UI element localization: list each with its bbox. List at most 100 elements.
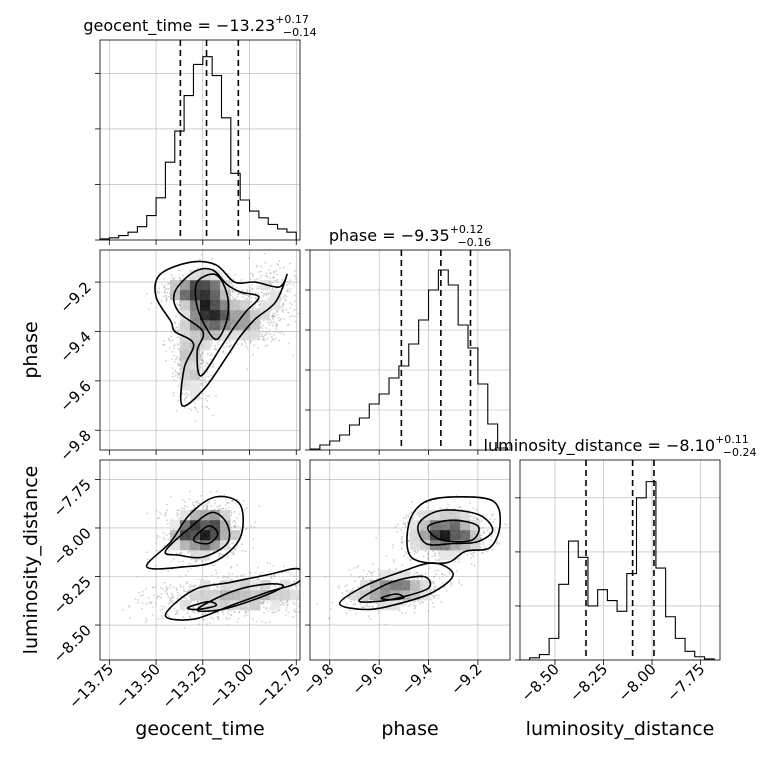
sample-point: [282, 308, 285, 311]
sample-point: [276, 324, 278, 326]
sample-point: [301, 578, 303, 580]
sample-point: [174, 369, 176, 372]
sample-point: [258, 271, 260, 273]
sample-point: [189, 615, 191, 618]
sample-point: [258, 300, 261, 303]
sample-point: [282, 303, 285, 306]
density-cell: [220, 280, 231, 291]
density-cell: [180, 320, 191, 331]
density-cell: [250, 330, 261, 341]
density-cell: [180, 350, 191, 361]
sample-point: [155, 509, 158, 512]
sample-point: [172, 586, 175, 589]
sample-point: [233, 525, 236, 528]
sample-point: [226, 618, 229, 621]
sample-point: [155, 596, 158, 599]
sample-point: [249, 342, 252, 344]
sample-point: [269, 264, 272, 267]
sample-point: [329, 593, 331, 595]
sample-point: [164, 513, 167, 516]
sample-point: [187, 394, 190, 396]
density-cell: [210, 510, 221, 521]
density-cell: [180, 540, 191, 551]
density-cell: [240, 580, 251, 591]
density-cell: [210, 520, 221, 531]
sample-point: [217, 617, 220, 620]
sample-point: [240, 292, 243, 295]
sample-point: [231, 572, 234, 575]
sample-point: [289, 315, 291, 318]
sample-point: [212, 564, 214, 567]
sample-point: [171, 351, 174, 353]
sample-point: [141, 590, 144, 593]
sample-point: [217, 508, 220, 511]
histogram-luminosity_distance: [520, 460, 715, 660]
sample-point: [211, 365, 214, 368]
sample-point: [180, 552, 182, 555]
sample-point: [246, 368, 249, 371]
sample-point: [183, 627, 186, 629]
density-cell: [170, 280, 181, 291]
sample-point: [177, 335, 180, 338]
sample-point: [229, 509, 232, 512]
sample-point: [200, 382, 203, 385]
sample-point: [184, 504, 186, 507]
sample-point: [218, 581, 221, 584]
sample-point: [206, 502, 209, 505]
density-cell: [240, 300, 251, 311]
sample-point: [328, 587, 330, 589]
sample-point: [177, 348, 180, 351]
sample-point: [282, 601, 285, 604]
sample-point: [232, 284, 235, 287]
sample-point: [231, 296, 234, 299]
sample-point: [234, 298, 237, 300]
title-text: luminosity_distance = −8.10: [484, 436, 715, 456]
sample-point: [154, 585, 157, 588]
sample-point: [401, 547, 403, 550]
sample-point: [182, 585, 185, 588]
sample-point: [165, 298, 168, 301]
sample-point: [278, 260, 281, 262]
histogram-step-phase: [310, 269, 509, 450]
sample-point: [245, 288, 248, 291]
sample-point: [283, 318, 285, 321]
contour-level-1: [186, 600, 218, 611]
density-cell: [270, 300, 281, 311]
sample-point: [166, 291, 169, 294]
sample-point: [171, 339, 174, 342]
sample-point: [194, 561, 197, 563]
sample-point: [323, 585, 325, 587]
sample-point: [268, 328, 271, 331]
sample-point: [199, 494, 202, 497]
sample-point: [230, 614, 233, 617]
sample-point: [325, 592, 327, 594]
sample-point: [282, 303, 285, 306]
sample-point: [216, 615, 219, 618]
sample-point: [197, 578, 200, 581]
sample-point: [178, 277, 181, 280]
sample-point: [178, 364, 180, 367]
sample-point: [230, 344, 233, 346]
sample-point: [225, 498, 227, 501]
sample-point: [159, 586, 162, 589]
sample-point: [288, 323, 290, 326]
sample-point: [182, 499, 184, 502]
density-cell: [190, 590, 201, 601]
sample-point: [324, 600, 326, 602]
sample-point: [173, 360, 176, 363]
sample-point: [273, 575, 275, 578]
sample-point: [180, 585, 182, 588]
density-cell: [190, 300, 201, 311]
sample-point: [175, 409, 178, 412]
sample-point: [272, 611, 275, 614]
sample-point: [261, 330, 264, 333]
sample-point: [189, 490, 191, 493]
sample-point: [311, 322, 313, 324]
contour-level-2: [196, 583, 284, 613]
density-cell: [220, 510, 231, 521]
sample-point: [160, 596, 163, 599]
x-tick-label: −13.50: [112, 660, 164, 712]
sample-point: [185, 505, 188, 508]
sample-point: [272, 318, 274, 320]
sample-point: [237, 617, 240, 620]
